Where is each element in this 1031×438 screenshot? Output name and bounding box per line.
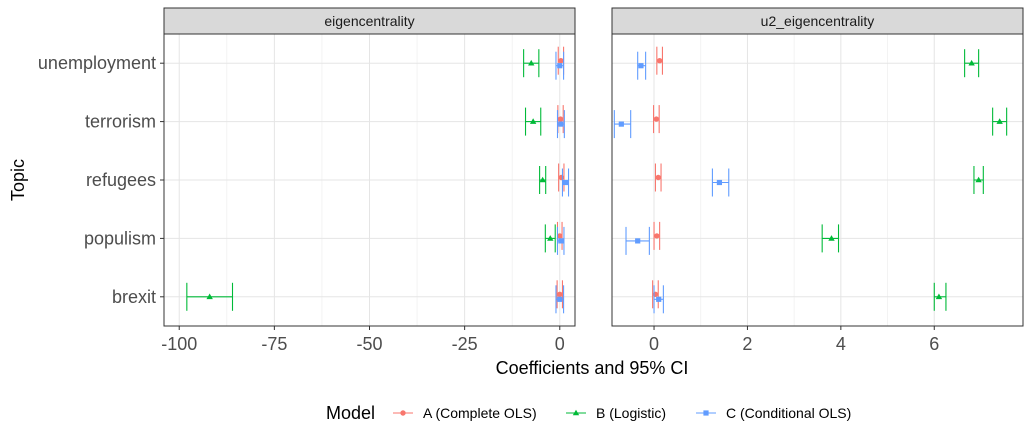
panel-0: eigencentrality -100 -75 -50 -25 0: [161, 7, 576, 354]
point-marker: [716, 179, 723, 186]
point-marker: [996, 118, 1003, 124]
point-marker: [558, 121, 564, 127]
point-marker: [656, 58, 663, 64]
series-triangle: [186, 49, 556, 311]
legend-item: B (Logistic): [566, 405, 666, 421]
facet-strip: [163, 7, 576, 35]
x-axis-title: Coefficients and 95% CI: [496, 358, 689, 378]
series-square: [555, 51, 570, 314]
panels: eigencentrality-100 -75 -50 -25 0u2_eigencen…: [161, 7, 1024, 354]
point-marker: [975, 176, 982, 183]
facet-strip: [611, 7, 1024, 35]
point-marker: [557, 291, 563, 297]
legend: Model A (Complete OLS) B (Logistic) C (Cond…: [326, 403, 851, 423]
point-marker: [562, 179, 569, 186]
y-tick-label: terrorism: [85, 112, 156, 132]
point-marker: [557, 63, 563, 69]
legend-key-marker: [400, 410, 406, 416]
x-tick-label: -50: [356, 334, 382, 354]
point-marker: [558, 58, 564, 64]
legend-title: Model: [326, 403, 375, 423]
x-tick-label: 0: [649, 334, 659, 354]
point-marker: [558, 238, 564, 244]
point-marker: [547, 235, 554, 241]
y-tick-label: unemployment: [38, 53, 156, 73]
point-marker: [206, 293, 213, 300]
facet-title: eigencentrality: [324, 13, 414, 29]
legend-item: A (Complete OLS): [393, 405, 537, 421]
point-marker: [968, 59, 975, 66]
x-tick-label: -25: [452, 334, 478, 354]
point-marker: [528, 59, 535, 66]
y-axis: brexit populism refugees terrorism unemploym…: [38, 53, 164, 307]
x-tick-label: 6: [929, 334, 939, 354]
series-circle: [652, 46, 663, 309]
x-tick-label: -100: [161, 334, 197, 354]
legend-key-marker: [572, 409, 580, 416]
legend-item: C (Conditional OLS): [696, 405, 851, 421]
y-tick-label: refugees: [86, 170, 156, 190]
x-tick-label: -75: [261, 334, 287, 354]
point-marker: [828, 235, 835, 241]
point-marker: [653, 116, 660, 122]
point-marker: [558, 174, 564, 181]
y-tick-label: brexit: [112, 287, 156, 307]
point-marker: [635, 238, 641, 244]
y-tick-label: populism: [84, 228, 156, 248]
legend-label: B (Logistic): [596, 405, 666, 421]
point-marker: [935, 293, 943, 300]
legend-label: C (Conditional OLS): [726, 405, 851, 421]
point-marker: [557, 296, 563, 302]
legend-label: A (Complete OLS): [423, 405, 537, 421]
point-marker: [529, 118, 537, 124]
x-tick-label: 4: [836, 334, 846, 354]
point-marker: [539, 176, 546, 183]
x-tick-label: 2: [742, 334, 752, 354]
point-marker: [638, 63, 644, 69]
series-square: [613, 51, 730, 314]
y-axis-title: Topic: [8, 159, 28, 201]
point-marker: [655, 174, 661, 181]
point-marker: [656, 296, 662, 302]
legend-key-marker: [703, 410, 709, 416]
point-marker: [557, 233, 563, 239]
point-marker: [654, 233, 660, 239]
x-tick-label: 0: [555, 334, 565, 354]
facet-title: u2_eigencentrality: [761, 13, 875, 29]
panel-1: u2_eigencentrality 0 2 4 6: [611, 7, 1024, 354]
series-triangle: [821, 49, 1008, 311]
point-marker: [618, 121, 624, 127]
point-marker: [557, 116, 564, 122]
